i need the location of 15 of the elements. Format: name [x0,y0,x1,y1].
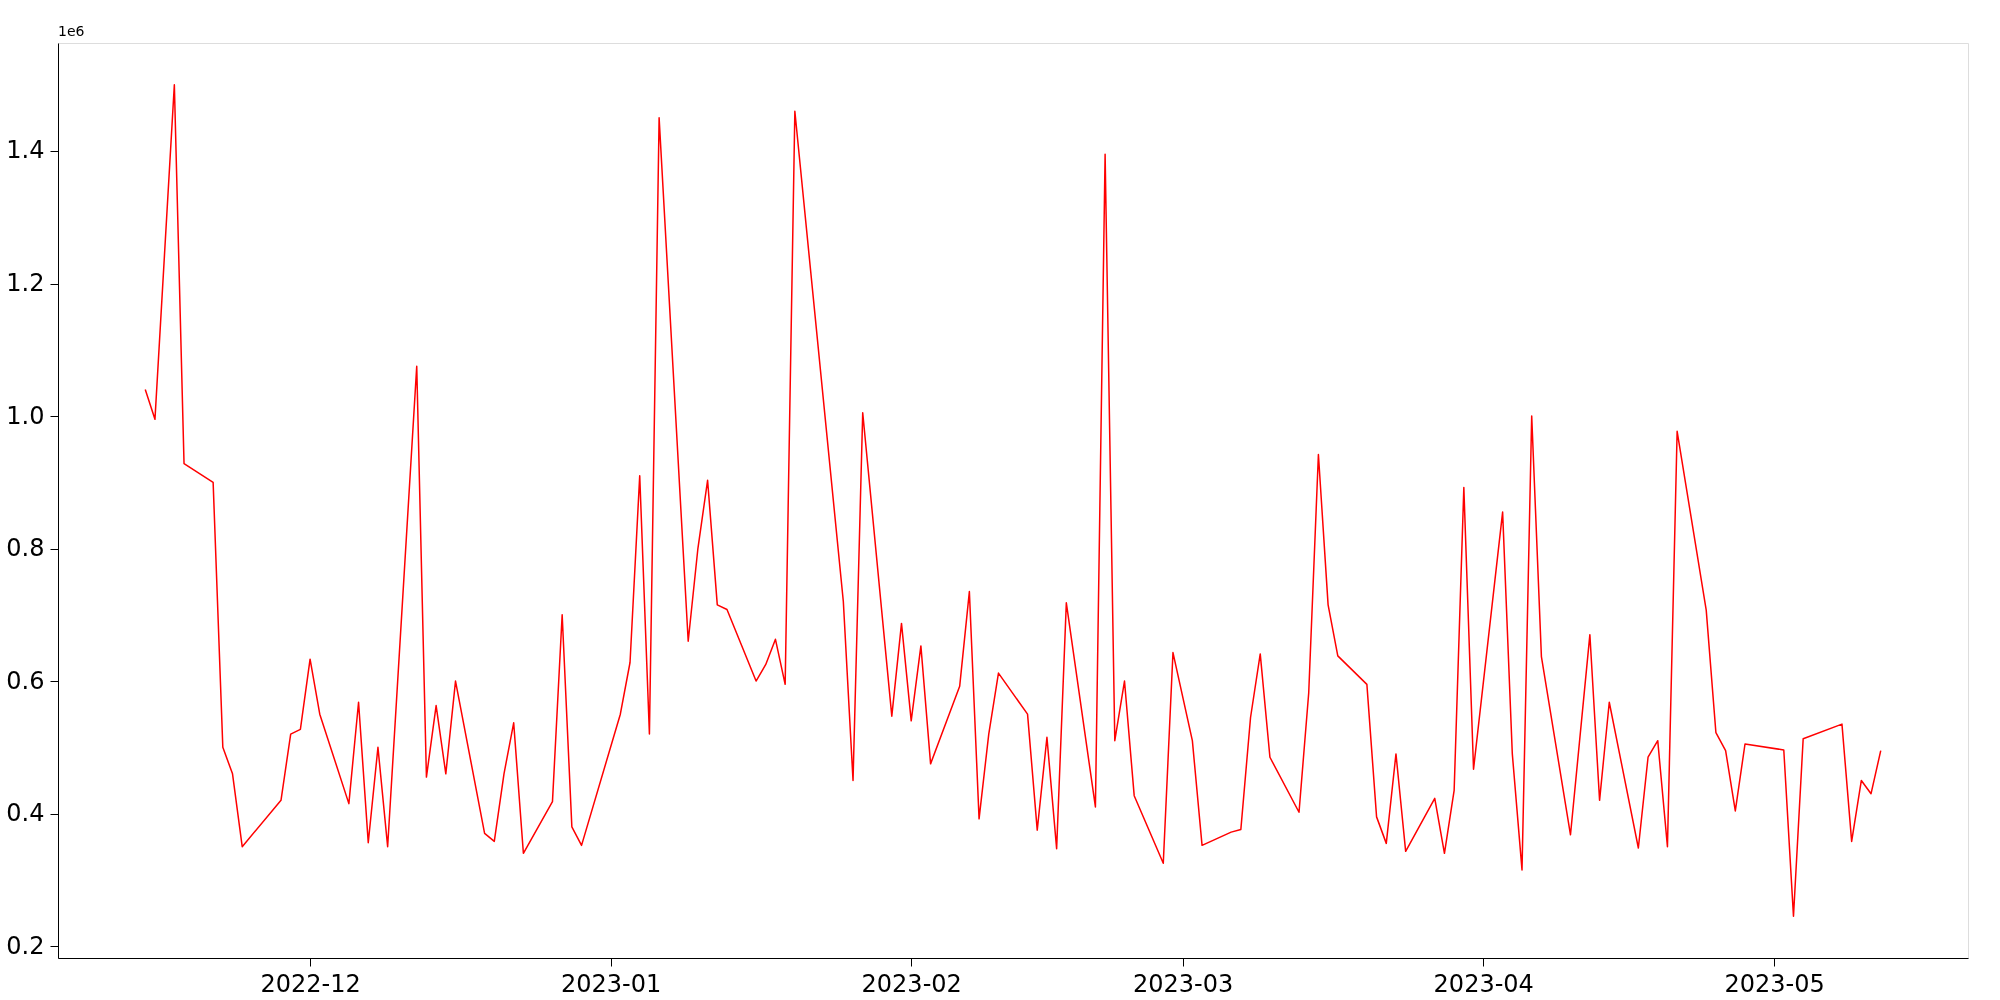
x-tick-label: 2023-03 [1133,969,1234,998]
text: 1e6 [58,23,85,39]
y-tick-label: 0.4 [6,799,45,828]
y-tick-label: 1.2 [6,269,45,298]
x-tick-label: 2023-01 [561,969,662,998]
y-tick-label: 1.0 [6,401,45,430]
x-tick-label: 2023-05 [1724,969,1825,998]
y-tick-label: 0.8 [6,534,45,563]
y-tick-label: 0.6 [6,666,45,695]
line-series [144,83,1882,918]
x-tick-label: 2022-12 [260,969,361,998]
y-tick-label: 0.2 [6,931,45,960]
y-tick-label: 1.4 [6,136,45,165]
x-tick-label: 2023-02 [861,969,962,998]
x-tick-label: 2023-04 [1433,969,1534,998]
